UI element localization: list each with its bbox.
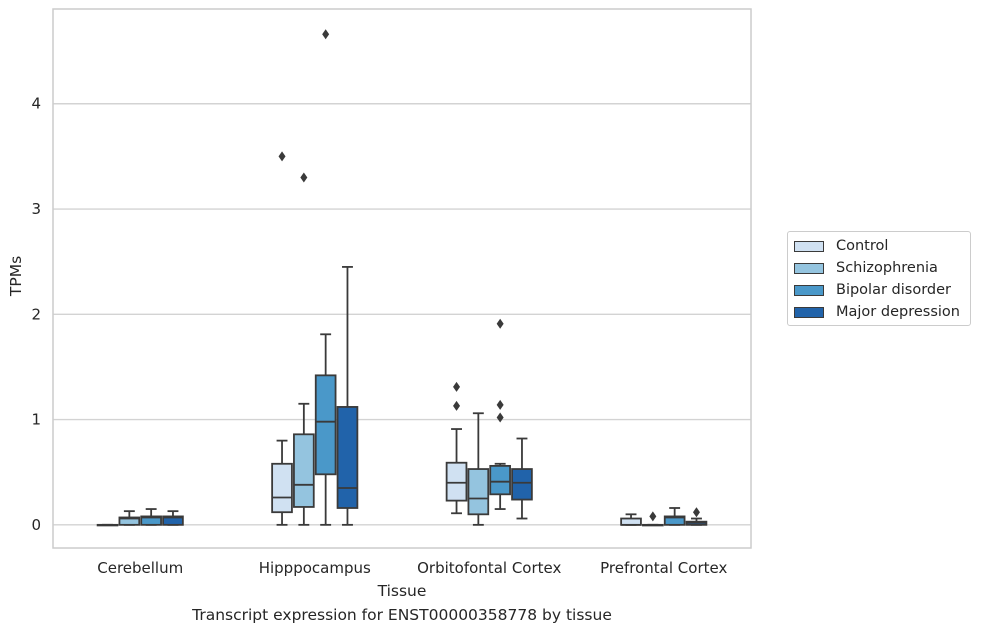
legend-swatch [794, 240, 824, 252]
box [293, 433, 315, 508]
box [620, 517, 642, 526]
box [489, 464, 511, 496]
x-axis-label: Tissue [377, 582, 427, 600]
legend-item-schizophrenia: Schizophrenia [794, 258, 938, 278]
outlier-point [692, 507, 700, 518]
box-group [96, 523, 119, 527]
box-group [445, 381, 468, 515]
outlier-point [496, 412, 504, 423]
y-tick-label: 1 [31, 411, 41, 429]
outlier-point [300, 172, 308, 183]
y-tick-label: 2 [31, 305, 41, 323]
box [467, 468, 490, 516]
y-tick-labels: 0 1 2 3 4 [31, 95, 41, 534]
y-tick-label: 0 [31, 516, 41, 534]
y-tick-label: 3 [31, 200, 41, 218]
box-group [293, 172, 315, 526]
plot-frame [52, 8, 752, 549]
legend-label: Major depression [836, 304, 960, 320]
figure-caption: Transcript expression for ENST0000035877… [192, 606, 612, 624]
box-group [140, 508, 162, 526]
x-tick-label: Hipppocampus [259, 559, 371, 577]
box [314, 374, 337, 476]
box [663, 515, 686, 526]
legend-item-control: Control [794, 236, 888, 256]
legend-swatch [794, 262, 824, 274]
x-tick-labels: Cerebellum Hipppocampus Orbitofontal Corte… [97, 559, 727, 577]
box-group [162, 510, 184, 526]
legend: Control Schizophrenia Bipolar disorder M… [787, 231, 971, 326]
box-group [118, 510, 141, 526]
outlier-point [453, 400, 461, 411]
legend-swatch [794, 284, 824, 296]
outlier-point [649, 511, 657, 522]
box [271, 462, 293, 514]
outlier-point [496, 399, 504, 410]
box [445, 461, 468, 502]
gridlines [53, 103, 751, 526]
box [511, 468, 533, 501]
outlier-point [453, 381, 461, 392]
legend-swatch [794, 306, 824, 318]
box [162, 515, 184, 526]
box-group [511, 437, 533, 520]
box-group [685, 507, 708, 526]
box [118, 516, 141, 526]
outlier-point [322, 29, 330, 40]
box-elements [96, 29, 708, 527]
legend-label: Control [836, 238, 889, 254]
x-tick-label: Cerebellum [97, 559, 183, 577]
box-group [489, 318, 511, 510]
y-axis-label: TPMs [7, 256, 25, 297]
legend-item-bipolar-disorder: Bipolar disorder [794, 280, 951, 300]
box [140, 515, 162, 526]
box-group [314, 29, 337, 526]
outlier-point [496, 318, 504, 329]
legend-item-major-depression: Major depression [794, 302, 960, 322]
y-tick-label: 4 [31, 95, 41, 113]
box-group [271, 151, 293, 526]
box-group [336, 266, 359, 526]
legend-label: Schizophrenia [836, 260, 938, 276]
x-tick-label: Prefrontal Cortex [600, 559, 727, 577]
box-group [663, 507, 686, 526]
box-group [642, 511, 664, 527]
legend-label: Bipolar disorder [836, 282, 951, 298]
box-group [620, 513, 642, 526]
box [336, 406, 359, 509]
outlier-point [278, 151, 286, 162]
x-tick-label: Orbitofontal Cortex [417, 559, 561, 577]
box-group [467, 412, 490, 526]
